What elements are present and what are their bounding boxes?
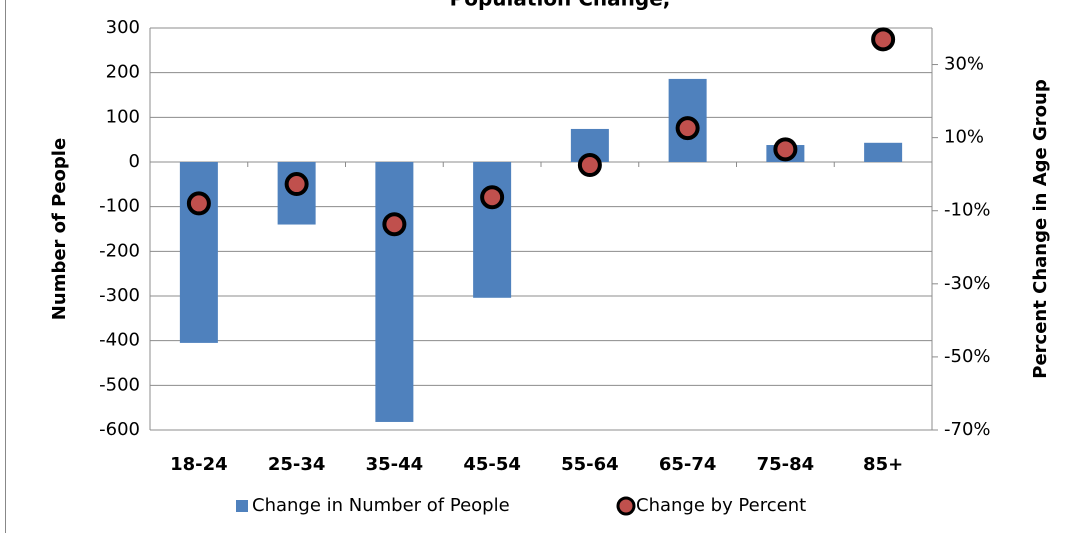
x-tick-label: 35-44: [366, 454, 424, 475]
x-tick-label: 65-74: [659, 454, 717, 475]
bar: [375, 162, 414, 422]
y-tick-label: -100: [99, 196, 140, 217]
point: [186, 191, 211, 216]
point: [480, 185, 505, 210]
chart-frame: [5, 0, 6, 533]
x-tick-label: 75-84: [757, 454, 815, 475]
y-tick-label: 0: [129, 151, 140, 172]
y-tick-label: 100: [106, 106, 140, 127]
y-axis-title: Number of People: [49, 138, 70, 320]
y2-tick-label: 30%: [944, 54, 984, 75]
point: [577, 153, 602, 178]
point: [773, 137, 798, 162]
bar: [864, 142, 903, 162]
legend-swatch: [616, 496, 636, 516]
y-tick-label: -200: [99, 240, 140, 261]
chart-title: Population Change,: [450, 0, 671, 11]
y2-tick-label: -50%: [944, 346, 991, 367]
y2-tick-label: -10%: [944, 200, 991, 221]
y2-axis-title: Percent Change in Age Group: [1030, 79, 1051, 379]
y-tick-label: 200: [106, 62, 140, 83]
y-tick-label: -400: [99, 330, 140, 351]
point: [382, 212, 407, 237]
point: [675, 116, 700, 141]
y-tick-label: -300: [99, 285, 140, 306]
x-tick-label: 55-64: [561, 454, 619, 475]
legend-label: Change by Percent: [636, 495, 806, 516]
y2-tick-label: -70%: [944, 419, 991, 440]
x-tick-label: 45-54: [463, 454, 521, 475]
x-tick-label: 25-34: [268, 454, 326, 475]
y-tick-label: -600: [99, 419, 140, 440]
y2-tick-label: 10%: [944, 127, 984, 148]
y2-tick-label: -30%: [944, 273, 991, 294]
x-tick-label: 85+: [863, 454, 903, 475]
y-tick-label: -500: [99, 374, 140, 395]
legend-swatch: [236, 500, 248, 512]
point: [284, 172, 309, 197]
x-tick-label: 18-24: [170, 454, 228, 475]
legend-label: Change in Number of People: [252, 495, 510, 516]
bar: [473, 162, 512, 298]
bar: [179, 162, 218, 343]
point: [871, 27, 896, 52]
y-tick-label: 300: [106, 17, 140, 38]
